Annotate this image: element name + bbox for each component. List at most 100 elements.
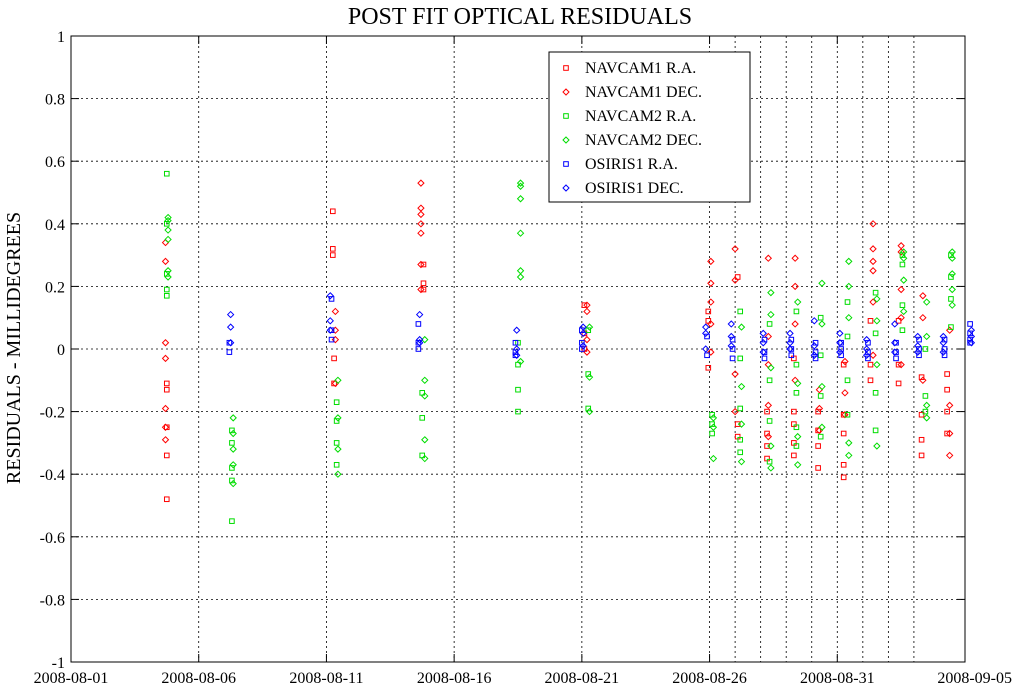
data-point: [817, 433, 824, 440]
data-point: [767, 364, 775, 372]
data-point: [420, 286, 427, 293]
data-point: [867, 377, 874, 384]
data-point: [579, 346, 585, 352]
data-point: [916, 352, 922, 359]
data-point: [226, 349, 233, 355]
data-point: [764, 430, 770, 437]
y-tick-label: 0.8: [45, 92, 65, 109]
data-point: [922, 414, 931, 422]
data-point: [948, 254, 956, 262]
data-point: [945, 401, 954, 410]
data-point: [420, 280, 427, 287]
data-point: [791, 320, 799, 328]
data-point: [417, 220, 425, 228]
data-point: [862, 351, 871, 359]
y-tick-label: -0.8: [40, 592, 65, 609]
data-point: [841, 357, 849, 366]
data-point: [163, 292, 170, 299]
data-point: [229, 427, 235, 434]
data-point: [766, 377, 773, 384]
data-point: [326, 292, 334, 300]
data-point: [164, 226, 172, 234]
y-tick-label: 0.2: [45, 279, 65, 296]
data-point: [944, 430, 950, 437]
data-point: [812, 339, 819, 346]
data-point: [516, 229, 525, 237]
data-point: [914, 342, 922, 350]
y-tick-label: 0.4: [45, 217, 65, 234]
data-point: [919, 292, 927, 300]
data-point: [865, 349, 871, 355]
axis-ticks: -1 -0.8 -0.6 -0.4 -0.2 0 0.2 0.4 0.6 0.8 1 2008-08-…: [34, 29, 1012, 687]
legend-marker: [563, 113, 569, 119]
data-point: [791, 452, 797, 459]
data-point: [865, 339, 871, 346]
data-point: [873, 360, 881, 369]
data-point: [838, 346, 844, 352]
x-tick-label: 2008-08-01: [34, 670, 109, 687]
data-point: [764, 332, 773, 341]
data-point: [731, 370, 739, 378]
y-tick-label: -0.2: [40, 405, 65, 422]
data-point: [899, 252, 906, 258]
data-point: [161, 257, 170, 266]
data-point: [872, 330, 879, 337]
data-point: [737, 308, 744, 315]
data-point: [897, 248, 905, 256]
data-point: [895, 361, 902, 368]
series-navcam1-r-a: [163, 208, 950, 503]
data-point: [840, 430, 847, 437]
data-point: [229, 477, 235, 484]
data-point: [897, 360, 905, 369]
data-point: [229, 445, 237, 453]
data-point: [326, 326, 334, 334]
x-tick-label: 2008-08-16: [417, 670, 492, 687]
data-point: [516, 179, 525, 187]
legend-label: NAVCAM1 DEC.: [585, 84, 702, 101]
data-point: [788, 336, 795, 343]
data-point: [515, 408, 521, 415]
data-point: [229, 461, 237, 469]
data-point: [737, 436, 744, 443]
data-point: [793, 390, 800, 396]
data-point: [164, 267, 172, 275]
data-point: [729, 355, 736, 362]
data-point: [815, 408, 821, 415]
data-point: [944, 386, 950, 393]
data-point: [922, 298, 931, 306]
data-point: [737, 323, 746, 331]
data-point: [709, 414, 718, 422]
data-point: [922, 332, 931, 341]
legend-label: NAVCAM1 R.A.: [585, 60, 696, 77]
data-point: [512, 339, 519, 346]
data-point: [731, 245, 739, 253]
data-point: [163, 170, 170, 177]
data-point: [704, 352, 710, 359]
data-point: [899, 327, 906, 334]
data-point: [516, 182, 525, 190]
data-point: [705, 308, 712, 315]
legend-marker: [563, 161, 569, 167]
data-point: [737, 355, 744, 362]
data-point: [873, 442, 881, 450]
data-point: [727, 320, 735, 328]
data-point: [707, 279, 715, 287]
data-point: [583, 335, 591, 344]
data-point: [229, 440, 235, 446]
data-point: [333, 399, 340, 406]
data-point: [421, 335, 429, 344]
data-point: [516, 273, 525, 281]
data-point: [873, 295, 881, 303]
data-point: [330, 246, 336, 252]
data-point: [163, 271, 170, 277]
data-point: [767, 464, 775, 472]
data-point: [948, 248, 956, 256]
data-point: [737, 405, 744, 412]
data-point: [516, 267, 525, 275]
data-point: [164, 213, 172, 222]
data-point: [731, 407, 739, 416]
y-tick-label: -0.6: [40, 530, 65, 547]
data-point: [845, 439, 853, 447]
data-point: [579, 339, 585, 346]
data-point: [163, 380, 170, 387]
